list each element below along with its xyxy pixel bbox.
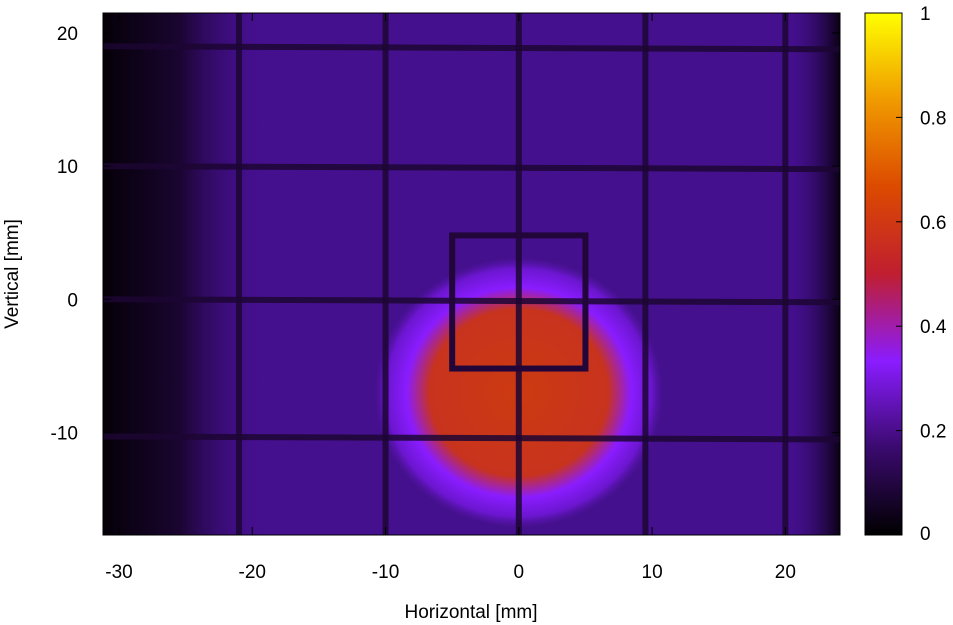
mesh-horizontal-line	[103, 163, 840, 173]
heatmap-image	[103, 13, 840, 535]
x-axis-label: Horizontal [mm]	[404, 602, 537, 623]
colorbar-tick-label: 0.4	[920, 317, 947, 338]
colorbar-axis: 0 0.2 0.4 0.6 0.8 1	[896, 4, 947, 545]
y-axis-label: Vertical [mm]	[2, 219, 23, 329]
mesh-horizontal-line	[103, 296, 840, 306]
right-dark-region	[780, 13, 840, 535]
x-tick-label: 0	[514, 562, 525, 583]
y-tick-label: 20	[57, 24, 78, 45]
colorbar-tick-label: 0	[920, 524, 931, 545]
colorbar-tick-label: 0.6	[920, 213, 946, 234]
y-axis: -10 0 10 20	[51, 24, 840, 444]
x-tick-label: 20	[775, 562, 796, 583]
colorbar-tick-label: 1	[920, 4, 931, 25]
colorbar-tick-label: 0.2	[920, 422, 946, 443]
x-tick-label: -10	[372, 562, 399, 583]
left-dark-region	[103, 13, 273, 535]
y-tick-label: 10	[57, 157, 78, 178]
y-tick-label: -10	[51, 423, 78, 444]
mesh-grid-lines	[103, 13, 840, 535]
x-axis: -30 -20 -10 0 10 20	[105, 13, 796, 583]
inner-square-frame	[449, 232, 589, 372]
plot-frame	[102, 12, 841, 536]
colorbar-tick-label: 0.8	[920, 108, 946, 129]
mesh-horizontal-line	[103, 433, 840, 443]
x-tick-label: 10	[642, 562, 663, 583]
x-tick-label: -30	[105, 562, 132, 583]
x-tick-label: -20	[239, 562, 266, 583]
colorbar	[864, 12, 903, 536]
y-tick-label: 0	[67, 290, 78, 311]
mesh-horizontal-line	[103, 43, 840, 53]
